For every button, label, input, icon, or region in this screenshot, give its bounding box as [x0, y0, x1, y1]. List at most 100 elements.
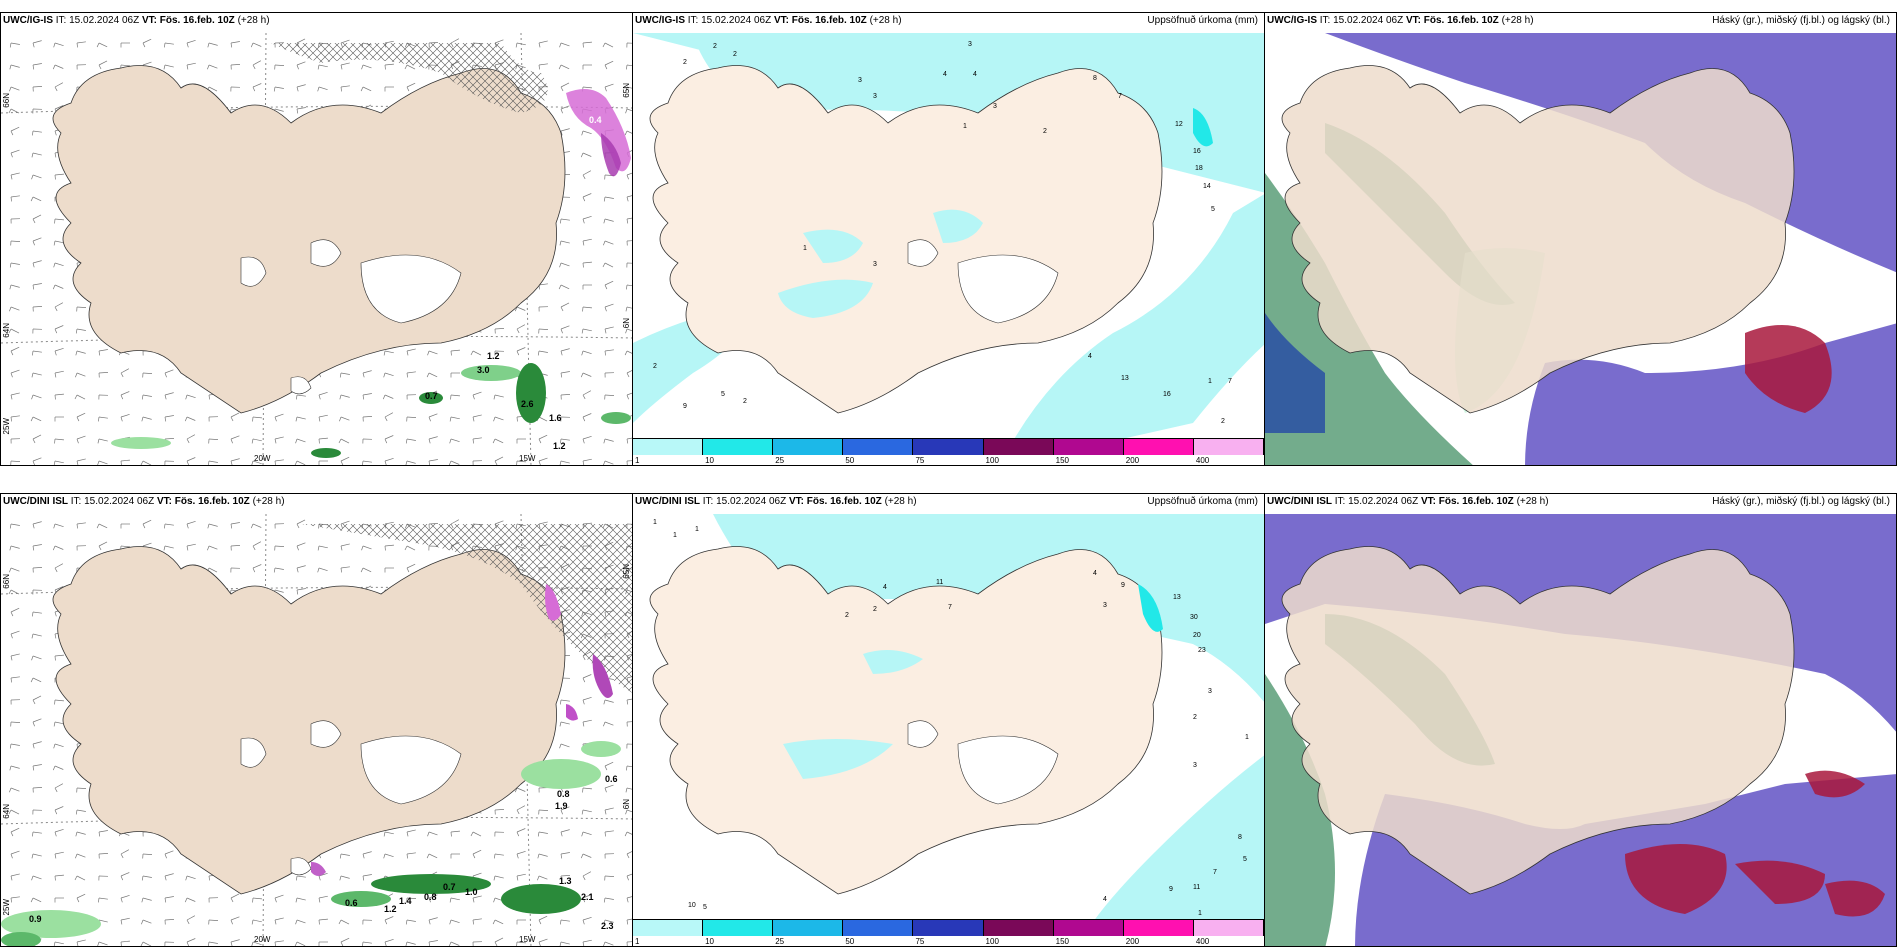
lat-label-6n: 6N [622, 318, 631, 329]
precip-value: 16 [1193, 148, 1201, 155]
precip-value: 3 [993, 103, 997, 110]
colorbar-label: 50 [845, 456, 855, 465]
precip-value: 4 [973, 71, 977, 78]
wind-map-panel-bottom: UWC/DINI ISL IT: 15.02.2024 06Z VT: Fös.… [0, 493, 633, 947]
lat-label-64n: 64N [2, 804, 11, 819]
precip-value: 14 [1203, 183, 1211, 190]
wind-value: 0.8 [424, 892, 437, 902]
precip-map-panel-top: UWC/IG-IS IT: 15.02.2024 06Z VT: Fös. 16… [632, 12, 1265, 466]
precip-value: 3 [1103, 602, 1107, 609]
precip-value: 7 [948, 604, 952, 611]
lat-label-66n: 66N [2, 93, 11, 108]
colorbar-segment [633, 439, 704, 455]
precip-value: 1 [653, 519, 657, 526]
cloud-map-svg [1265, 33, 1896, 465]
lat-label-65n: 65N [622, 564, 631, 579]
precip-value: 2 [683, 59, 687, 66]
cloud-map-svg [1265, 514, 1896, 946]
precip-value: 8 [1238, 834, 1242, 841]
lat-label-25w: 25W [2, 418, 11, 435]
panel-title: UWC/IG-IS IT: 15.02.2024 06Z VT: Fös. 16… [1267, 15, 1534, 26]
wind-value: 0.9 [29, 914, 42, 924]
precip-value: 3 [858, 77, 862, 84]
wind-map-svg [1, 513, 632, 946]
colorbar-label: 200 [1125, 937, 1140, 946]
wind-value: 1.6 [549, 413, 562, 423]
precip-value: 2 [845, 612, 849, 619]
precip-value: 8 [1093, 75, 1097, 82]
colorbar-segment [773, 920, 844, 936]
colorbar-segment [773, 439, 844, 455]
precip-value: 12 [1175, 121, 1183, 128]
cloud-map-panel-top: UWC/IG-IS IT: 15.02.2024 06Z VT: Fös. 16… [1264, 12, 1897, 466]
wind-value: 1.0 [465, 887, 478, 897]
precip-value: 1 [695, 526, 699, 533]
colorbar-label: 100 [985, 456, 999, 465]
wind-value: 1.2 [553, 441, 566, 451]
cloud-title: Háský (gr.), miðský (fj.bl.) og lágský (… [1712, 15, 1890, 26]
precip-colorbar: 1 10 25 50 75 100 150 200 400 [633, 438, 1264, 465]
wind-value: 0.6 [605, 774, 618, 784]
precip-map-svg [633, 494, 1264, 922]
precip-value: 2 [873, 606, 877, 613]
cloud-title: Háský (gr.), miðský (fj.bl.) og lágský (… [1712, 496, 1890, 507]
precip-value: 2 [1221, 418, 1225, 425]
colorbar-segment [843, 439, 914, 455]
colorbar-label: 10 [705, 456, 715, 465]
precip-value: 10 [688, 902, 696, 909]
precip-value: 1 [963, 123, 967, 130]
colorbar-segment [1123, 920, 1194, 936]
colorbar-label: 1 [635, 456, 640, 465]
green-precip-patches [111, 363, 631, 458]
precip-value: 3 [968, 41, 972, 48]
colorbar-segment [703, 920, 774, 936]
wind-value: 0.7 [443, 882, 456, 892]
precip-value: 9 [1169, 886, 1173, 893]
panel-title: UWC/DINI ISL IT: 15.02.2024 06Z VT: Fös.… [635, 496, 917, 507]
precip-colorbar: 1 10 25 50 75 100 150 200 400 [633, 919, 1264, 946]
pink-precip-patch [311, 584, 613, 876]
colorbar-segment [1193, 920, 1264, 936]
precip-value: 5 [703, 904, 707, 911]
lon-label-20w: 20W [254, 935, 271, 944]
lon-label-15w: 15W [519, 454, 536, 463]
colorbar-label: 10 [705, 937, 715, 946]
colorbar-label: 25 [775, 456, 785, 465]
wind-value: 0.6 [345, 898, 358, 908]
lat-label-66n: 66N [2, 574, 11, 589]
precip-value: 13 [1173, 594, 1181, 601]
cloud-map-panel-bottom: UWC/DINI ISL IT: 15.02.2024 06Z VT: Fös.… [1264, 493, 1897, 947]
precip-value: 2 [1193, 714, 1197, 721]
precip-value: 5 [721, 391, 725, 398]
precip-value: 5 [1211, 206, 1215, 213]
precip-value: 13 [1121, 375, 1129, 382]
colorbar-segment [1193, 439, 1264, 455]
precip-value: 3 [873, 93, 877, 100]
lon-label-15w: 15W [519, 935, 536, 944]
precip-value: 9 [683, 403, 687, 410]
precip-value: 11 [1193, 884, 1201, 891]
pink-precip-patch [566, 89, 631, 177]
colorbar-segment [983, 439, 1054, 455]
precip-title: Uppsöfnuð úrkoma (mm) [1147, 496, 1258, 507]
precip-value: 3 [873, 261, 877, 268]
wind-value: 0.7 [425, 391, 438, 401]
lat-label-64n: 64N [2, 323, 11, 338]
colorbar-segment [1123, 439, 1194, 455]
precip-value: 30 [1190, 614, 1198, 621]
colorbar-segment [633, 920, 704, 936]
colorbar-label: 75 [915, 456, 925, 465]
panel-title: UWC/DINI ISL IT: 15.02.2024 06Z VT: Fös.… [3, 496, 285, 507]
wind-value: 2.6 [521, 399, 534, 409]
precip-value: 4 [1088, 353, 1092, 360]
precip-value: 7 [1118, 93, 1122, 100]
colorbar-label: 50 [845, 937, 855, 946]
wind-value: 1.2 [487, 351, 500, 361]
colorbar-label: 400 [1195, 937, 1210, 946]
precip-map-svg [633, 13, 1264, 441]
wind-value: 1.3 [559, 876, 572, 886]
colorbar-label: 100 [985, 937, 999, 946]
panel-title: UWC/IG-IS IT: 15.02.2024 06Z VT: Fös. 16… [635, 15, 902, 26]
precip-value: 7 [1213, 869, 1217, 876]
colorbar-label: 25 [775, 937, 785, 946]
